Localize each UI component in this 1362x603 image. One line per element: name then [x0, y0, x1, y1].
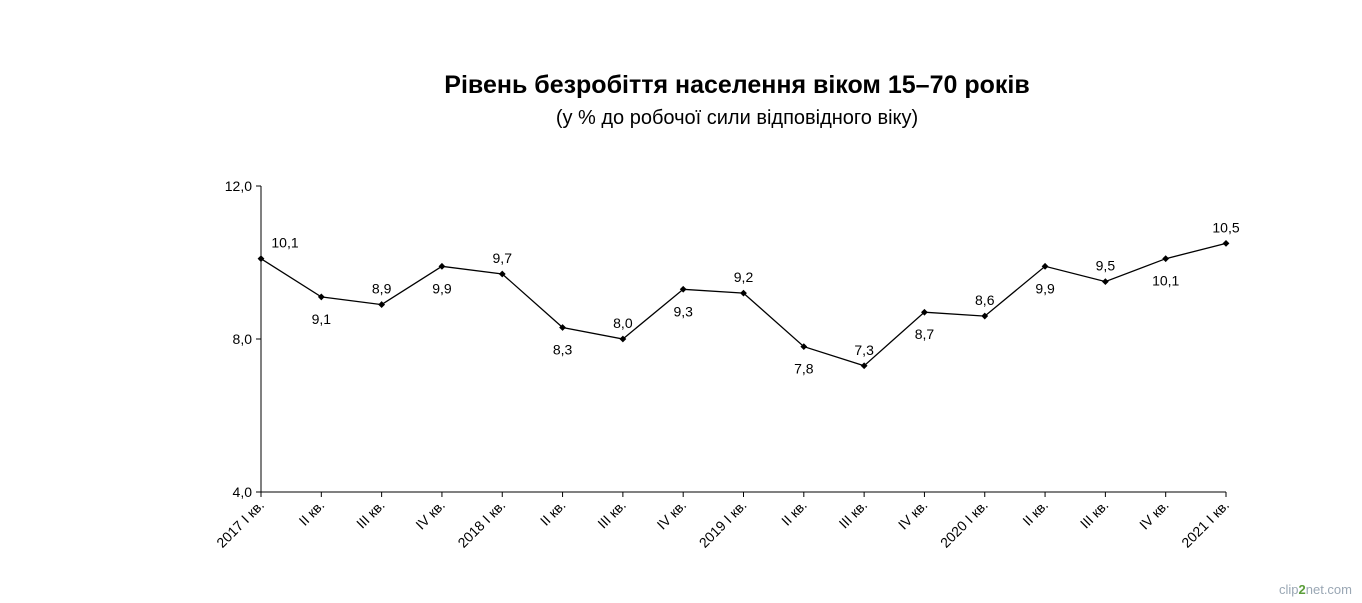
- data-point-marker: [800, 343, 808, 351]
- y-tick-label: 8,0: [233, 331, 253, 347]
- data-label: 9,9: [1035, 280, 1055, 296]
- data-label: 10,1: [1152, 273, 1179, 289]
- x-tick-label: IV кв.: [895, 497, 931, 533]
- data-label: 9,9: [432, 280, 452, 296]
- chart-subtitle: (у % до робочої сили відповідного віку): [556, 107, 918, 129]
- x-tick-label: III кв.: [836, 497, 871, 532]
- x-tick-label: III кв.: [594, 497, 629, 532]
- data-label: 8,6: [975, 292, 995, 308]
- data-label: 8,0: [613, 315, 633, 331]
- x-tick-label: II кв.: [537, 497, 569, 529]
- x-tick-label: IV кв.: [654, 497, 690, 533]
- data-label: 7,8: [794, 361, 814, 377]
- data-point-marker: [679, 285, 687, 293]
- x-tick-label: 2021 I кв.: [1178, 497, 1232, 551]
- data-point-marker: [498, 270, 506, 278]
- data-label: 8,7: [915, 326, 935, 342]
- data-label: 7,3: [854, 342, 874, 358]
- x-tick-label: IV кв.: [1136, 497, 1172, 533]
- data-label: 9,3: [673, 303, 693, 319]
- x-tick-label: III кв.: [1077, 497, 1112, 532]
- data-point-marker: [438, 262, 446, 270]
- data-label: 8,3: [553, 342, 573, 358]
- x-tick-label: II кв.: [296, 497, 328, 529]
- x-tick-label: 2017 I кв.: [213, 497, 267, 551]
- x-tick-label: III кв.: [353, 497, 388, 532]
- data-point-marker: [559, 324, 566, 331]
- data-label: 9,7: [493, 250, 513, 266]
- watermark-suffix: net.com: [1305, 582, 1352, 597]
- watermark-accent: 2: [1298, 582, 1306, 597]
- watermark-prefix: clip: [1279, 582, 1299, 597]
- data-label: 10,5: [1212, 219, 1239, 235]
- data-labels: 10,1 9,1 8,9 9,9 9,7 8,3 8,0 9,3 9,2 7,8 7,3 8,7 8,6…: [271, 219, 1239, 376]
- data-point-marker: [378, 301, 386, 308]
- x-tick-label: 2019 I кв.: [696, 497, 750, 551]
- x-tick-label: II кв.: [778, 497, 810, 529]
- data-label: 10,1: [271, 235, 298, 251]
- data-point-marker: [921, 308, 928, 316]
- data-point-marker: [317, 293, 325, 301]
- y-tick-label: 4,0: [233, 484, 253, 500]
- x-tick-label: 2020 I кв.: [937, 497, 991, 551]
- watermark-logo: clip2net.com: [1279, 582, 1352, 597]
- data-point-marker: [1222, 239, 1230, 247]
- data-point-marker: [1101, 278, 1109, 286]
- data-point-marker: [619, 335, 627, 343]
- data-point-marker: [1041, 262, 1049, 270]
- data-label: 9,5: [1096, 258, 1116, 274]
- data-label: 9,1: [312, 311, 332, 327]
- data-point-marker: [257, 255, 265, 263]
- x-tick-label: II кв.: [1019, 497, 1051, 529]
- series-line: [257, 239, 1230, 370]
- x-tick-label: 2018 I кв.: [454, 497, 508, 551]
- data-point-marker: [860, 362, 868, 370]
- data-point-marker: [1162, 255, 1170, 263]
- series-path: [260, 242, 1227, 367]
- x-tick-label: IV кв.: [412, 497, 448, 533]
- data-label: 9,2: [734, 269, 754, 285]
- chart-title: Рівень безробіття населення віком 15–70 …: [444, 71, 1029, 99]
- y-tick-label: 12,0: [225, 178, 252, 194]
- data-point-marker: [740, 289, 747, 297]
- data-point-marker: [981, 312, 989, 320]
- data-label: 8,9: [372, 281, 392, 297]
